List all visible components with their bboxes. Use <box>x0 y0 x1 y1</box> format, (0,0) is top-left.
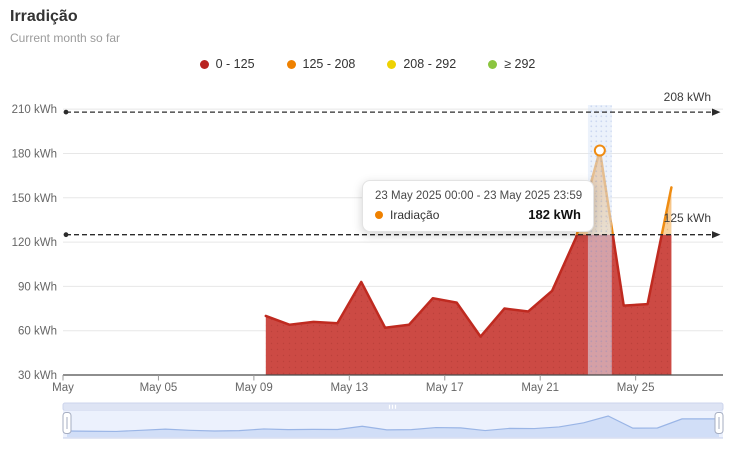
navigator-right-handle[interactable] <box>714 412 724 434</box>
threshold-label-208: 208 kWh <box>663 90 711 104</box>
threshold-line-208 <box>63 108 721 116</box>
tooltip-value: 182 kWh <box>528 207 581 222</box>
x-axis-label: May 13 <box>330 382 368 394</box>
x-axis-label: May 25 <box>617 382 655 394</box>
y-axis-label: 90 kWh <box>18 281 57 293</box>
y-axis-label: 60 kWh <box>18 326 57 338</box>
tooltip-series-row: Iradiação 182 kWh <box>375 207 581 222</box>
legend-dot-yellow <box>387 59 397 69</box>
legend-dot-orange <box>286 59 296 69</box>
x-axis-label: May 17 <box>426 382 464 394</box>
x-axis-label: May <box>52 382 74 394</box>
legend: 0 - 125 125 - 208 208 - 292 ≥ 292 <box>0 57 735 71</box>
tooltip-series-name: Iradiação <box>390 207 440 222</box>
x-axis-label: May 09 <box>235 382 273 394</box>
tooltip-series-dot <box>375 210 383 219</box>
legend-label: 208 - 292 <box>403 57 457 71</box>
tooltip-date-range: 23 May 2025 00:00 - 23 May 2025 23:59 <box>375 190 583 202</box>
x-axis-label: May 05 <box>140 382 178 394</box>
threshold-line-125 <box>63 231 721 239</box>
legend-item-0-125[interactable]: 0 - 125 <box>199 57 255 71</box>
y-axis: 30 kWh 60 kWh 90 kWh 120 kWh 150 kWh 180 kWh 2… <box>12 104 57 382</box>
legend-item-208-292[interactable]: 208 - 292 <box>387 57 456 71</box>
legend-label: 0 - 125 <box>215 57 255 71</box>
chart-subtitle: Current month so far <box>10 31 121 45</box>
navigator[interactable] <box>62 402 724 439</box>
legend-label: 125 - 208 <box>302 57 356 71</box>
navigator-mini-area <box>67 416 719 437</box>
hovered-point-marker[interactable] <box>593 144 606 157</box>
legend-dot-green <box>488 59 498 69</box>
threshold-label-125: 125 kWh <box>663 211 711 225</box>
y-axis-label: 150 kWh <box>12 193 57 205</box>
legend-label: ≥ 292 <box>504 57 536 71</box>
navigator-left-handle[interactable] <box>62 412 72 434</box>
y-axis-label: 210 kWh <box>12 104 57 116</box>
legend-dot-red <box>199 59 209 69</box>
legend-item-gte-292[interactable]: ≥ 292 <box>488 57 535 71</box>
tooltip: 23 May 2025 00:00 - 23 May 2025 23:59 Ir… <box>362 180 594 232</box>
hover-highlight-band <box>587 105 612 375</box>
x-axis-label: May 21 <box>521 382 559 394</box>
x-axis: May May 05 May 09 May 13 May 17 May 21 May 25 <box>52 374 723 394</box>
y-axis-label: 180 kWh <box>12 148 57 160</box>
legend-item-125-208[interactable]: 125 - 208 <box>286 57 356 71</box>
y-axis-label: 120 kWh <box>12 237 57 249</box>
y-axis-label: 30 kWh <box>18 370 57 382</box>
series-area-zone-red <box>264 234 672 375</box>
page-title: Irradição <box>10 8 78 25</box>
